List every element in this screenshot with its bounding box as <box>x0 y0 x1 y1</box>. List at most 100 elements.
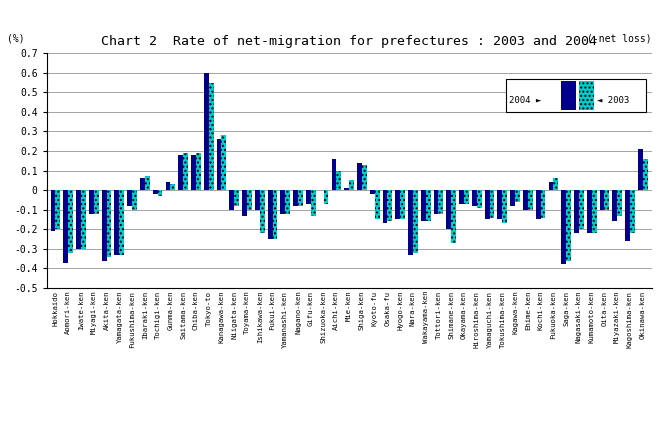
Bar <box>625 190 630 241</box>
Bar <box>630 190 635 233</box>
Bar <box>106 190 112 256</box>
Bar <box>140 179 145 190</box>
Bar <box>153 190 158 194</box>
Bar <box>604 190 609 210</box>
Bar <box>293 190 298 206</box>
Bar <box>268 190 273 239</box>
Bar <box>311 190 316 216</box>
Bar <box>63 190 68 263</box>
Bar <box>204 73 209 190</box>
Bar <box>515 190 520 202</box>
Bar <box>612 190 617 222</box>
Bar <box>260 190 265 233</box>
Bar <box>561 190 566 264</box>
Bar <box>89 190 94 214</box>
Bar <box>434 190 438 214</box>
Bar <box>217 139 221 190</box>
Bar <box>617 190 622 216</box>
Bar <box>332 159 336 190</box>
Bar <box>281 190 285 214</box>
Bar <box>413 190 418 253</box>
Bar <box>247 190 252 210</box>
Bar <box>472 190 477 206</box>
Bar <box>349 180 354 190</box>
Bar <box>119 190 124 255</box>
Bar <box>553 179 558 190</box>
Bar <box>370 190 374 194</box>
Bar <box>561 82 576 109</box>
Bar <box>426 190 430 222</box>
Bar <box>477 190 481 208</box>
Bar <box>446 190 452 229</box>
Bar <box>362 165 366 190</box>
Bar <box>102 190 106 260</box>
Bar <box>459 190 464 204</box>
Text: 2004 ►: 2004 ► <box>509 96 542 105</box>
Bar <box>374 190 380 219</box>
Bar <box>574 190 579 233</box>
Bar <box>145 176 150 190</box>
Text: (%): (%) <box>7 34 25 44</box>
Bar <box>94 190 98 214</box>
Bar <box>68 190 73 253</box>
Bar <box>51 190 55 231</box>
Bar <box>485 190 489 219</box>
Bar <box>400 190 405 219</box>
Text: ◄ 2003: ◄ 2003 <box>597 96 630 105</box>
Bar <box>579 190 584 229</box>
Bar <box>528 190 533 210</box>
Bar <box>242 190 247 216</box>
Bar <box>76 190 81 249</box>
Bar <box>489 190 494 218</box>
Bar <box>81 190 86 249</box>
Bar <box>523 190 528 210</box>
Bar <box>306 190 311 204</box>
Text: (-net loss): (-net loss) <box>587 34 652 44</box>
Bar <box>464 190 469 204</box>
Bar <box>536 190 541 219</box>
Bar <box>183 153 188 190</box>
Bar <box>229 190 234 210</box>
Bar <box>127 190 132 206</box>
Bar <box>638 149 643 190</box>
Bar <box>273 190 277 239</box>
Bar <box>357 163 362 190</box>
Bar <box>566 190 571 260</box>
Bar <box>421 190 426 222</box>
Bar <box>285 190 290 214</box>
Bar <box>191 155 196 190</box>
Bar <box>324 190 329 204</box>
Bar <box>158 190 162 196</box>
Bar <box>502 190 507 223</box>
Bar <box>592 190 597 233</box>
Bar <box>541 190 545 218</box>
Bar <box>344 188 349 190</box>
Bar <box>166 183 170 190</box>
Bar <box>438 190 444 214</box>
Bar <box>336 171 341 190</box>
Bar <box>255 190 260 210</box>
Bar <box>510 190 515 206</box>
Bar <box>209 82 213 190</box>
Title: Chart 2  Rate of net-migration for prefectures : 2003 and 2004: Chart 2 Rate of net-migration for prefec… <box>101 35 597 48</box>
Bar <box>298 190 303 206</box>
Bar <box>170 184 176 190</box>
Bar <box>132 190 137 210</box>
Bar <box>600 190 604 210</box>
Bar <box>497 190 502 219</box>
Bar <box>221 136 226 190</box>
Bar <box>408 190 413 255</box>
Bar <box>178 155 183 190</box>
Bar <box>382 190 388 223</box>
Bar <box>579 82 595 109</box>
Bar <box>55 190 61 229</box>
Bar <box>234 190 239 206</box>
Bar <box>114 190 119 255</box>
Bar <box>196 153 201 190</box>
Bar <box>587 190 592 233</box>
Bar <box>549 183 553 190</box>
Bar <box>452 190 456 243</box>
Bar <box>388 190 392 222</box>
Bar <box>643 159 648 190</box>
Bar <box>395 190 400 219</box>
